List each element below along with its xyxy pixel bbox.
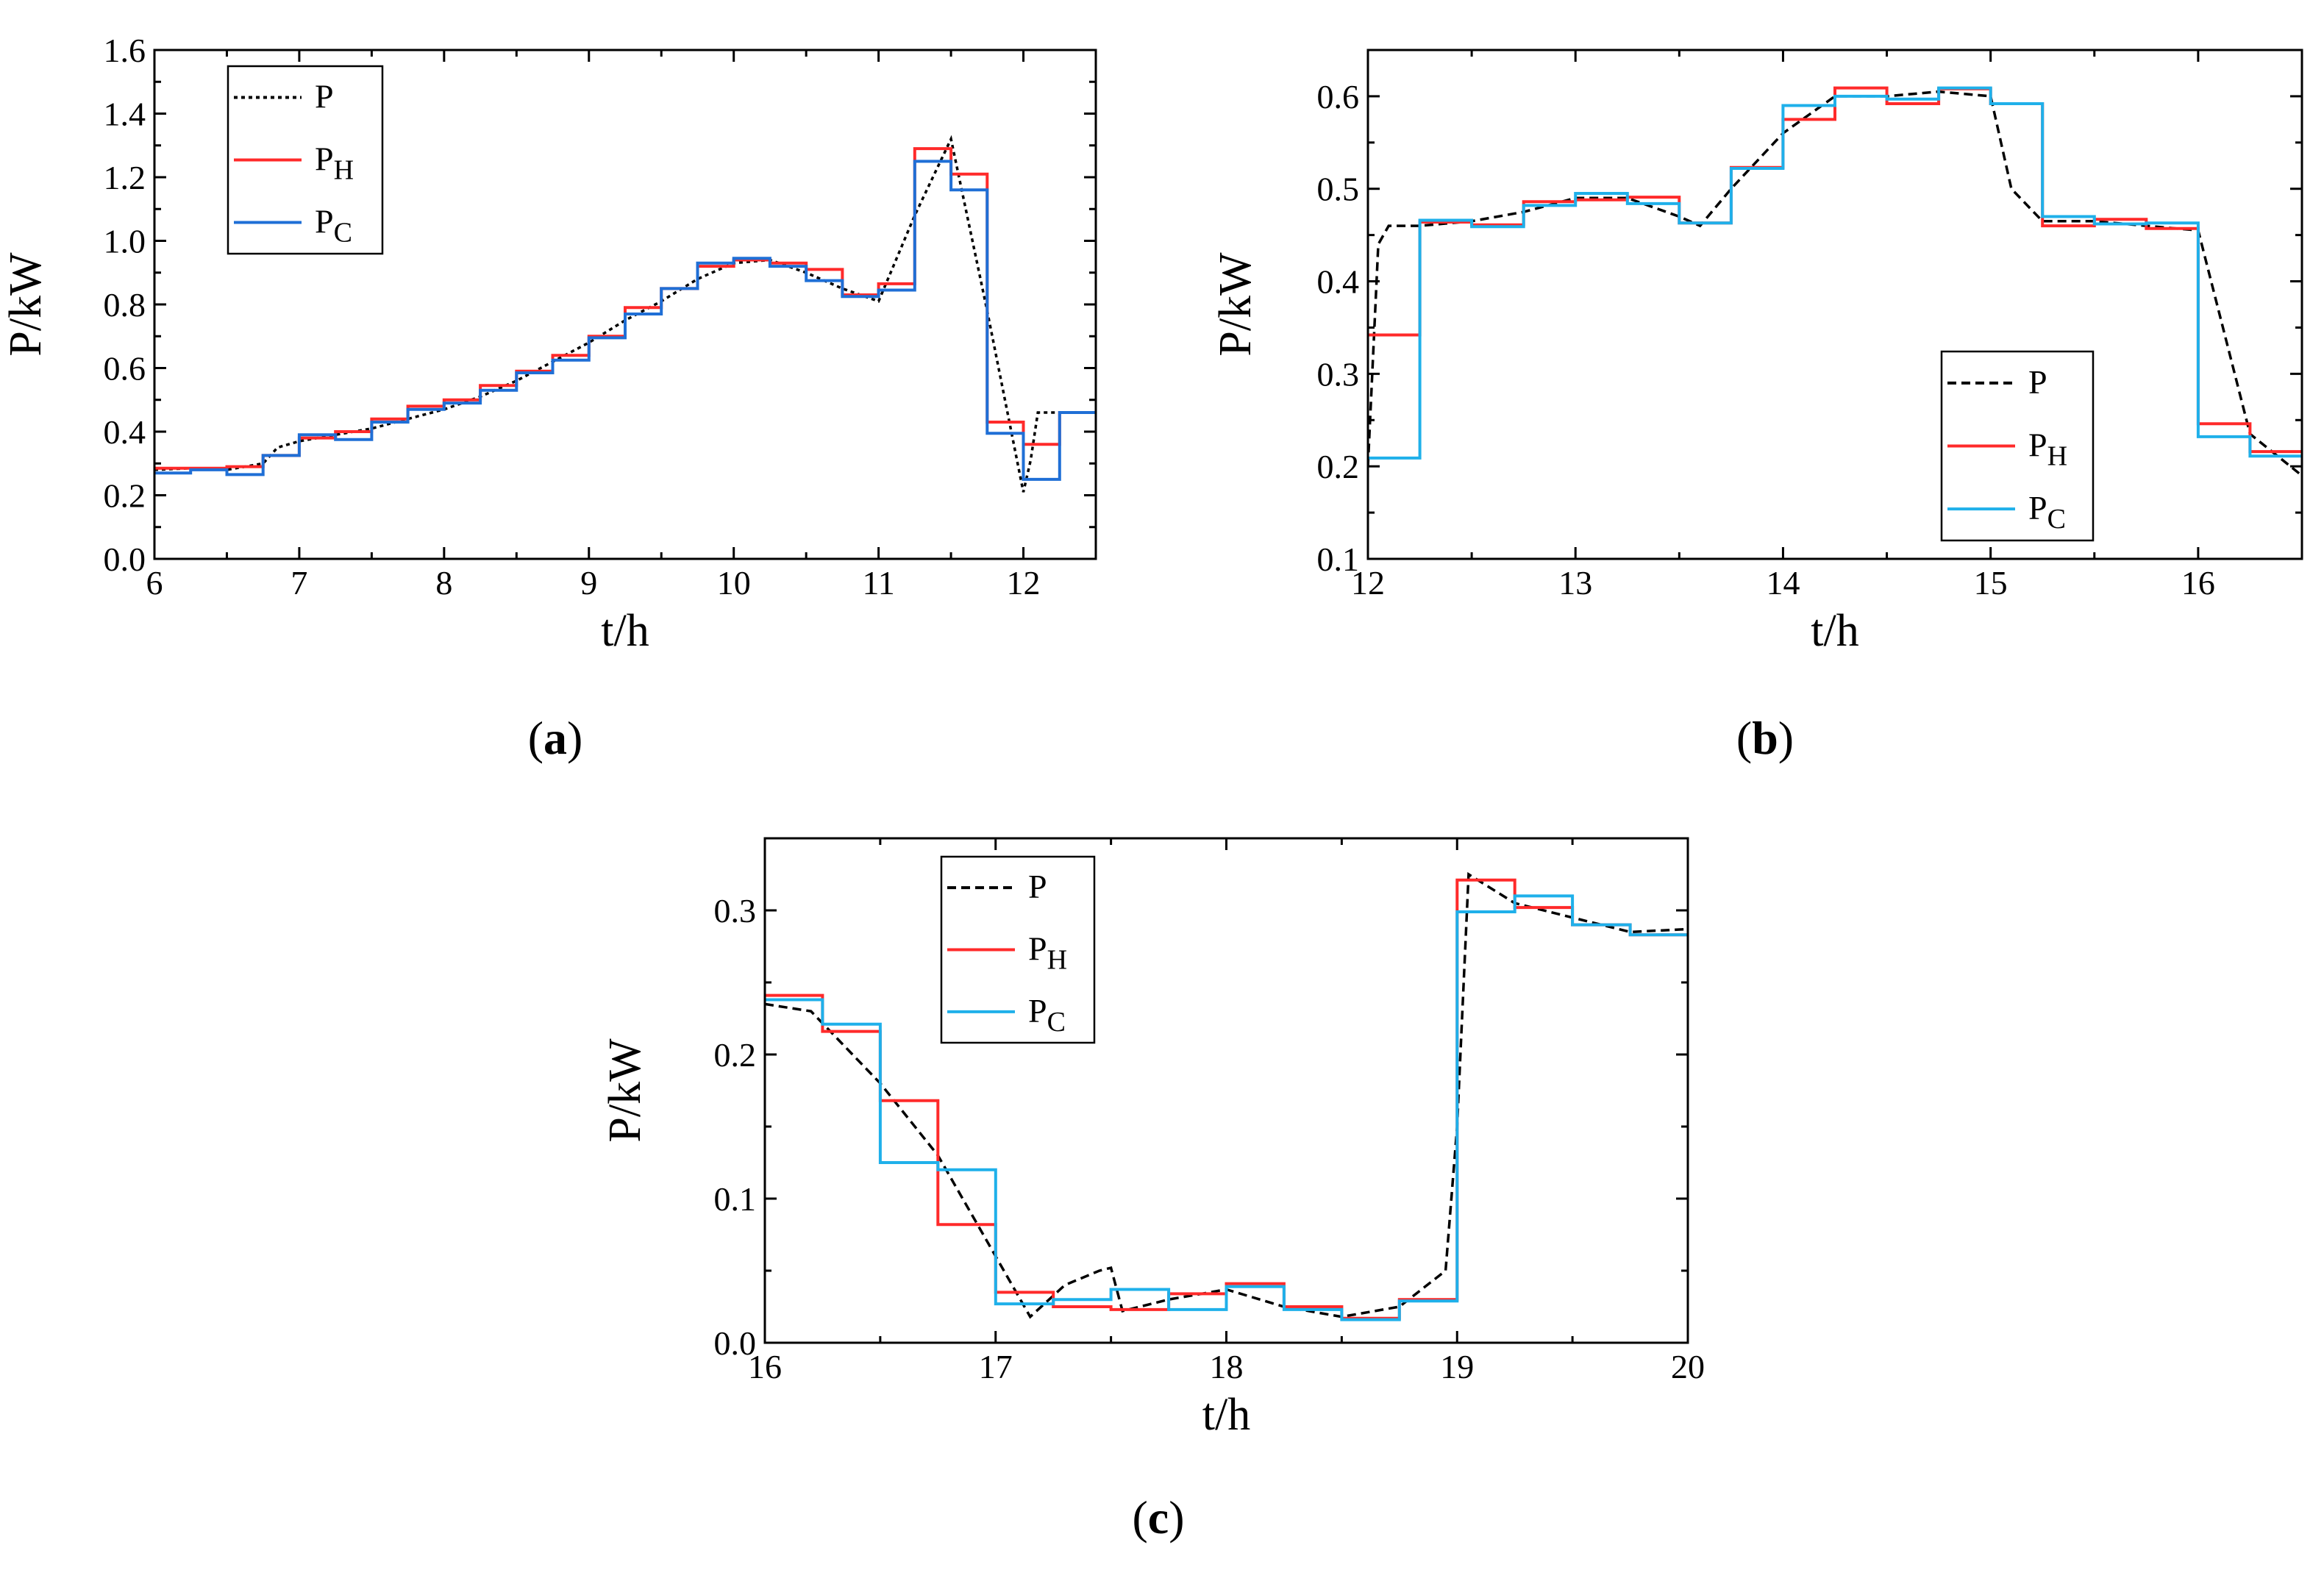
caption-close: ) bbox=[1778, 712, 1794, 764]
x-axis-label: t/h bbox=[1811, 606, 1858, 656]
x-tick-label: 7 bbox=[290, 564, 307, 602]
x-tick-label: 19 bbox=[1440, 1348, 1474, 1385]
legend-main-text: P bbox=[2028, 427, 2047, 464]
x-tick-label: 13 bbox=[1558, 564, 1592, 602]
legend-main-text: P bbox=[315, 78, 334, 115]
x-tick-label: 8 bbox=[435, 564, 452, 602]
panel-caption-a: (a) bbox=[528, 712, 583, 764]
legend-label-pc: PC bbox=[1028, 992, 1066, 1038]
legend-label-ph: PH bbox=[2028, 427, 2067, 472]
y-tick-label: 0.2 bbox=[1317, 448, 1360, 485]
series-line-pc bbox=[1368, 86, 2302, 460]
y-tick-label: 0.6 bbox=[1317, 78, 1360, 115]
legend-label-pc: PC bbox=[315, 203, 352, 249]
panel-caption-c: (c) bbox=[1132, 1491, 1184, 1543]
legend-label-p: P bbox=[1028, 868, 1047, 905]
legend-label-ph: PH bbox=[315, 140, 354, 186]
series-line-pc bbox=[765, 894, 1688, 1321]
y-tick-label: 0.2 bbox=[104, 477, 146, 515]
y-tick-label: 1.4 bbox=[104, 96, 146, 133]
y-tick-label: 0.0 bbox=[104, 540, 146, 578]
chart-panel-a: 6 7 8 9 10 11 12 0.0 0.2 0.4 0.6 0.8 1.0 1.2 1.4 1.6 t/h… bbox=[1, 32, 1097, 764]
x-tick-label: 16 bbox=[2181, 564, 2215, 602]
x-tick-label: 18 bbox=[1210, 1348, 1244, 1385]
series-line-pc bbox=[154, 160, 1096, 481]
y-axis-label: P/kW bbox=[1211, 252, 1261, 357]
y-tick-label: 0.3 bbox=[714, 892, 757, 929]
legend-subscript: C bbox=[1047, 1007, 1066, 1038]
x-tick-label: 11 bbox=[862, 564, 894, 602]
legend-subscript: C bbox=[334, 218, 352, 249]
caption-letter: c bbox=[1148, 1491, 1169, 1543]
y-axis-label: P/kW bbox=[1, 252, 51, 357]
y-tick-label: 0.5 bbox=[1317, 171, 1360, 208]
caption-letter: a bbox=[543, 712, 567, 764]
series-line-p bbox=[154, 135, 1060, 493]
x-tick-label: 12 bbox=[1007, 564, 1041, 602]
x-tick-label: 20 bbox=[1671, 1348, 1705, 1385]
legend-main-text: P bbox=[315, 203, 334, 240]
y-tick-label: 1.6 bbox=[104, 32, 146, 69]
y-tick-label: 0.1 bbox=[714, 1180, 757, 1218]
y-tick-label: 0.3 bbox=[1317, 355, 1360, 393]
caption-open: ( bbox=[528, 712, 543, 764]
caption-close: ) bbox=[567, 712, 582, 764]
legend-label-ph: PH bbox=[1028, 930, 1067, 976]
legend-label-p: P bbox=[2028, 363, 2047, 401]
x-tick-label: 12 bbox=[1351, 564, 1385, 602]
x-tick-label: 6 bbox=[146, 564, 163, 602]
x-tick-label: 16 bbox=[748, 1348, 782, 1385]
x-tick-label: 17 bbox=[979, 1348, 1013, 1385]
legend-label-p: P bbox=[315, 78, 334, 115]
x-axis-label: t/h bbox=[601, 606, 649, 656]
x-tick-label: 14 bbox=[1766, 564, 1800, 602]
chart-panel-b: 12 13 14 15 160.10.20.30.40.50.6t/hP/kWPPHPC… bbox=[1211, 49, 2303, 764]
legend-main-text: P bbox=[315, 140, 334, 178]
y-tick-label: 0.6 bbox=[104, 350, 146, 388]
legend-main-text: P bbox=[2028, 489, 2047, 527]
legend-subscript: H bbox=[1047, 945, 1067, 976]
legend-subscript: C bbox=[2047, 504, 2066, 535]
y-tick-label: 0.4 bbox=[1317, 263, 1360, 301]
legend-subscript: H bbox=[2047, 441, 2067, 472]
x-tick-label: 9 bbox=[580, 564, 597, 602]
legend-main-text: P bbox=[1028, 930, 1047, 968]
y-tick-label: 0.1 bbox=[1317, 540, 1360, 578]
y-tick-label: 0.8 bbox=[104, 286, 146, 324]
y-tick-label: 1.0 bbox=[104, 223, 146, 260]
caption-close: ) bbox=[1169, 1491, 1184, 1543]
x-axis-label: t/h bbox=[1202, 1390, 1250, 1440]
legend-main-text: P bbox=[1028, 868, 1047, 905]
panel-caption-b: (b) bbox=[1736, 712, 1794, 764]
x-tick-label: 15 bbox=[1974, 564, 2008, 602]
legend-main-text: P bbox=[2028, 363, 2047, 401]
y-tick-label: 0.0 bbox=[714, 1324, 757, 1362]
legend-subscript: H bbox=[334, 155, 354, 186]
legend-label-pc: PC bbox=[2028, 489, 2066, 535]
caption-open: ( bbox=[1132, 1491, 1147, 1543]
y-axis-label: P/kW bbox=[600, 1038, 650, 1143]
x-tick-label: 10 bbox=[717, 564, 751, 602]
y-tick-label: 0.4 bbox=[104, 413, 146, 451]
plot-frame bbox=[1366, 49, 2303, 560]
y-tick-label: 1.2 bbox=[104, 159, 146, 196]
y-tick-label: 0.2 bbox=[714, 1036, 757, 1074]
caption-open: ( bbox=[1736, 712, 1752, 764]
legend-main-text: P bbox=[1028, 992, 1047, 1029]
caption-letter: b bbox=[1752, 712, 1778, 764]
